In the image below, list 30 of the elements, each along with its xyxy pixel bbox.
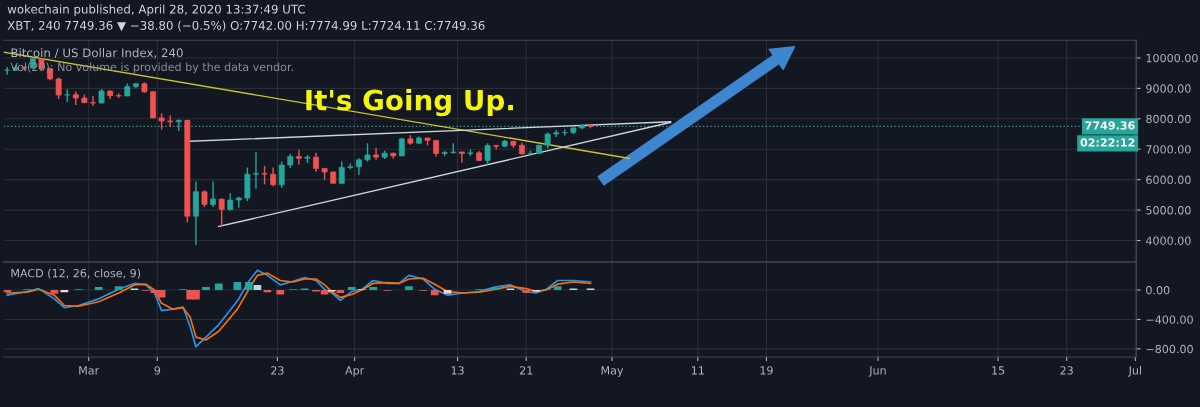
x-tick-label: 13 [451,366,464,375]
y-tick-label: 7000.00 [1146,145,1191,154]
y-tick-label: −400.00 [1146,315,1193,324]
x-tick-label: 19 [760,366,773,375]
x-tick-label: Mar [79,366,100,375]
y-tick-label: 9000.00 [1146,84,1191,93]
x-tick-label: Jun [868,366,886,377]
y-tick-label: 8000.00 [1146,114,1191,124]
x-tick-label: 23 [1060,366,1073,375]
x-tick-label: 23 [271,366,284,375]
y-tick-label: 5000.00 [1146,206,1191,215]
x-tick-label: May [601,366,624,377]
chart-subtitle: XBT, 240 7749.36 ▼ −38.80 (−0.5%) O:7742.00 H:7774.99 L:7724.11 C:7749.36 [7,20,485,32]
x-tick-label: 9 [154,366,161,375]
annotation: Bitcoin / US Dollar Index, 240 [11,48,183,59]
annotation: It's Going Up. [306,89,514,117]
annotation: 02:22:12 [1080,138,1135,147]
x-tick-label: Apr [345,366,365,377]
chart-title: wokechain published, April 28, 2020 13:37:49 UTC [7,4,305,16]
y-tick-label: 6000.00 [1146,175,1191,185]
x-tick-label: 11 [691,366,704,375]
y-tick-label: −800.00 [1146,344,1193,354]
x-tick-label: 15 [992,366,1005,375]
x-tick-label: Jul [1128,365,1141,377]
y-tick-label: 4000.00 [1145,236,1191,245]
text: MACD (12, 26, close, 9) [11,268,141,279]
y-tick-label: 0.00 [1146,286,1170,295]
x-tick-label: 21 [519,366,533,375]
y-tick-label: 10000.00 [1146,53,1198,63]
ref-line-label: 7749.36 [1085,121,1135,130]
